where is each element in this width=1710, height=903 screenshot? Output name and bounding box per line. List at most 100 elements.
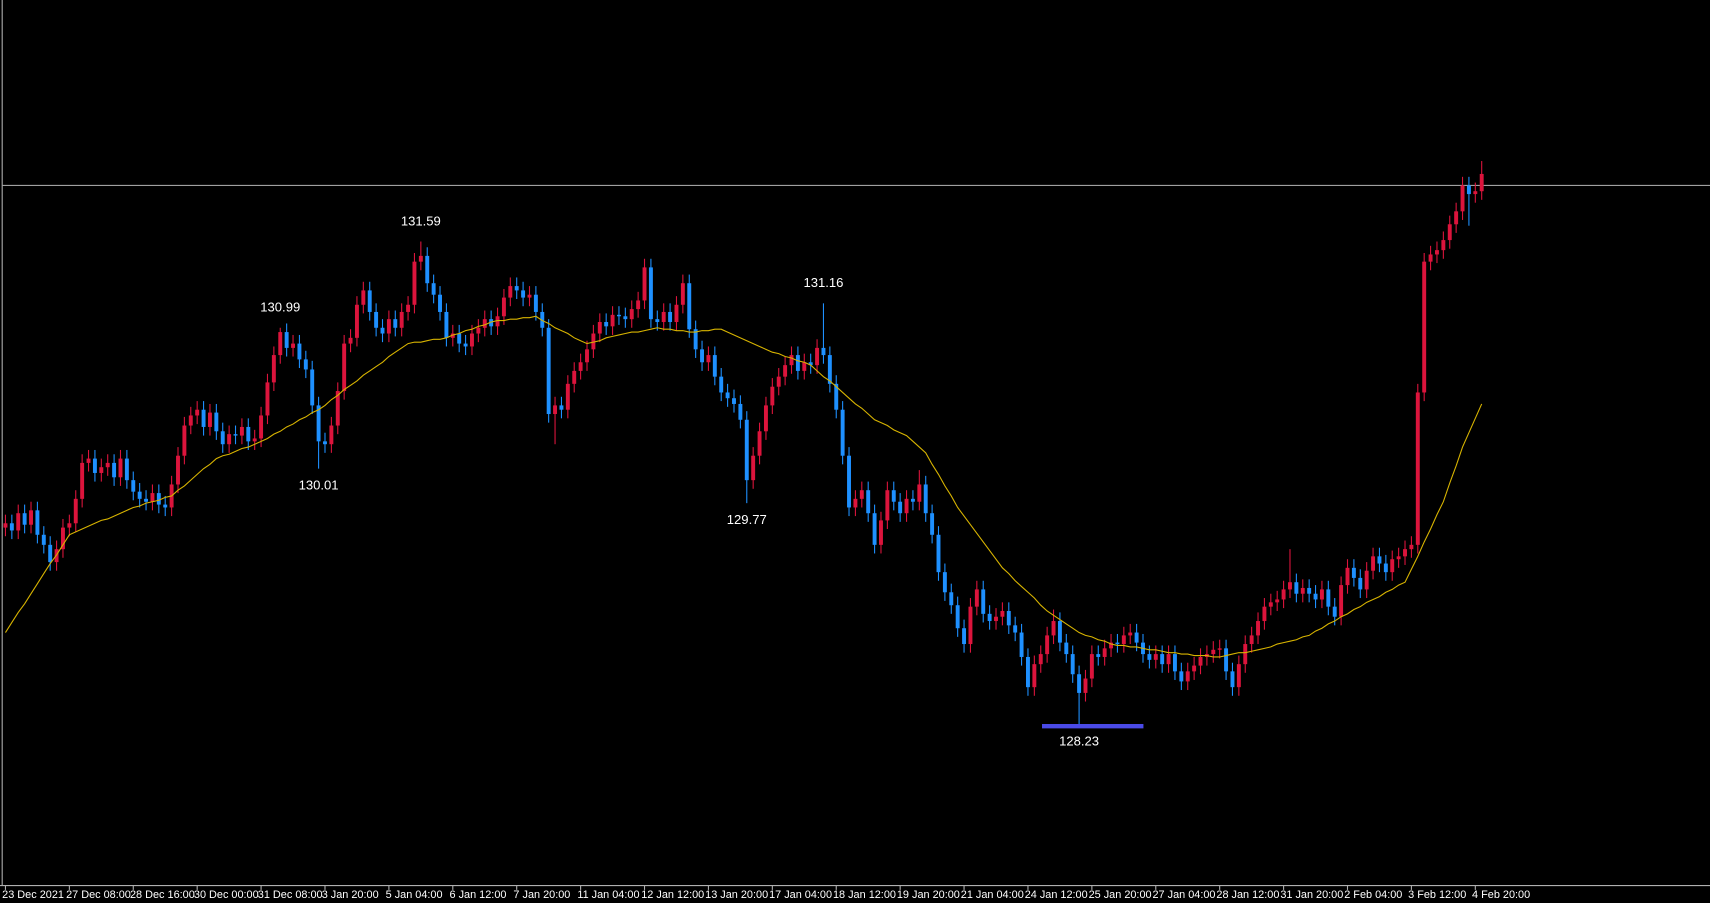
candle-body <box>904 498 909 514</box>
candle-body <box>1377 556 1382 564</box>
candle-body <box>1339 585 1344 617</box>
price-label: 131.59 <box>401 213 441 228</box>
candle-body <box>540 311 545 328</box>
candle-body <box>1447 224 1452 241</box>
candle-body <box>1256 621 1260 636</box>
moving-average-line <box>4 315 1483 658</box>
candle-body <box>16 513 21 531</box>
candle-body <box>297 343 302 360</box>
candle-body <box>866 490 871 514</box>
candle-body <box>361 290 366 305</box>
candle-body <box>795 355 800 371</box>
candle-body <box>227 434 232 445</box>
candle-body <box>48 544 53 563</box>
candle-body <box>1262 606 1267 622</box>
candle-body <box>1211 649 1216 655</box>
candle-body <box>821 347 826 356</box>
price-label: 131.16 <box>803 275 843 290</box>
candle-body <box>1364 570 1369 590</box>
candle-body <box>853 498 858 508</box>
candle-body <box>789 355 794 366</box>
candle-body <box>1121 635 1126 645</box>
candle-body <box>246 426 251 442</box>
candle-body <box>648 267 653 320</box>
x-tick-label: 17 Jan 04:00 <box>769 889 832 901</box>
candle-body <box>495 316 500 327</box>
candle-body <box>118 458 123 478</box>
x-tick-label: 4 Feb 20:00 <box>1472 889 1530 901</box>
candle-body <box>949 592 954 606</box>
candle-body <box>482 319 487 328</box>
candle-body <box>316 405 321 442</box>
candle-body <box>655 319 660 323</box>
candle-body <box>214 412 219 432</box>
candle-body <box>591 333 596 350</box>
candle-body <box>1319 589 1324 600</box>
candle-body <box>29 510 33 525</box>
candle-body <box>732 398 736 404</box>
candle-body <box>565 383 570 410</box>
candle-body <box>489 319 494 327</box>
candle-body <box>706 355 711 363</box>
candle-body <box>406 304 411 312</box>
x-tick-label: 31 Dec 08:00 <box>258 889 323 901</box>
x-tick-label: 30 Dec 00:00 <box>194 889 259 901</box>
x-tick-label: 7 Jan 20:00 <box>513 889 570 901</box>
candle-body <box>201 409 206 427</box>
candle-body <box>1109 642 1114 649</box>
candle-body <box>1153 654 1158 660</box>
candle-body <box>1441 240 1446 251</box>
candle-body <box>259 415 264 439</box>
candle-body <box>1166 654 1171 665</box>
x-tick-label: 27 Jan 04:00 <box>1153 889 1216 901</box>
candle-body <box>610 314 615 327</box>
candle-body <box>41 534 46 545</box>
candle-body <box>1454 211 1459 225</box>
candle-body <box>585 349 589 363</box>
candle-body <box>367 290 372 312</box>
candle-body <box>1160 654 1165 665</box>
x-tick-label: 27 Dec 08:00 <box>66 889 131 901</box>
candle-body <box>898 501 903 514</box>
candle-body <box>1192 665 1197 672</box>
candle-body <box>604 322 609 327</box>
candle-body <box>342 343 347 392</box>
candle-body <box>1179 671 1184 682</box>
candle-body <box>92 458 97 473</box>
candle-body <box>508 286 513 298</box>
candle-body <box>879 520 883 545</box>
candle-body <box>335 391 340 426</box>
candle-body <box>1473 191 1478 195</box>
candle-body <box>329 425 334 445</box>
x-tick-label: 31 Jan 20:00 <box>1280 889 1343 901</box>
candle-body <box>546 327 551 415</box>
candle-body <box>674 304 679 323</box>
candle-body <box>1415 392 1420 545</box>
candle-body <box>1013 625 1018 633</box>
candle-body <box>859 490 864 499</box>
candle-body <box>278 332 283 356</box>
candle-body <box>1345 567 1350 586</box>
candle-body <box>1460 185 1465 212</box>
candle-body <box>1236 664 1241 688</box>
candle-body <box>1083 678 1088 693</box>
candle-body <box>521 290 526 298</box>
candle-body <box>348 337 353 344</box>
candle-body <box>687 283 692 330</box>
candle-body <box>1115 642 1120 645</box>
candle-body <box>457 333 462 344</box>
candle-body <box>936 534 941 573</box>
candle-body <box>284 332 289 348</box>
candle-body <box>840 409 845 456</box>
candle-body <box>112 462 117 478</box>
candle-body <box>668 311 673 323</box>
candle-body <box>1422 261 1427 393</box>
candle-body <box>642 267 647 301</box>
candle-body <box>22 513 27 525</box>
candle-body <box>1396 556 1401 560</box>
candle-body <box>182 425 187 456</box>
candle-body <box>719 376 724 393</box>
x-tick-label: 18 Jan 12:00 <box>833 889 896 901</box>
candle-body <box>1300 587 1305 594</box>
